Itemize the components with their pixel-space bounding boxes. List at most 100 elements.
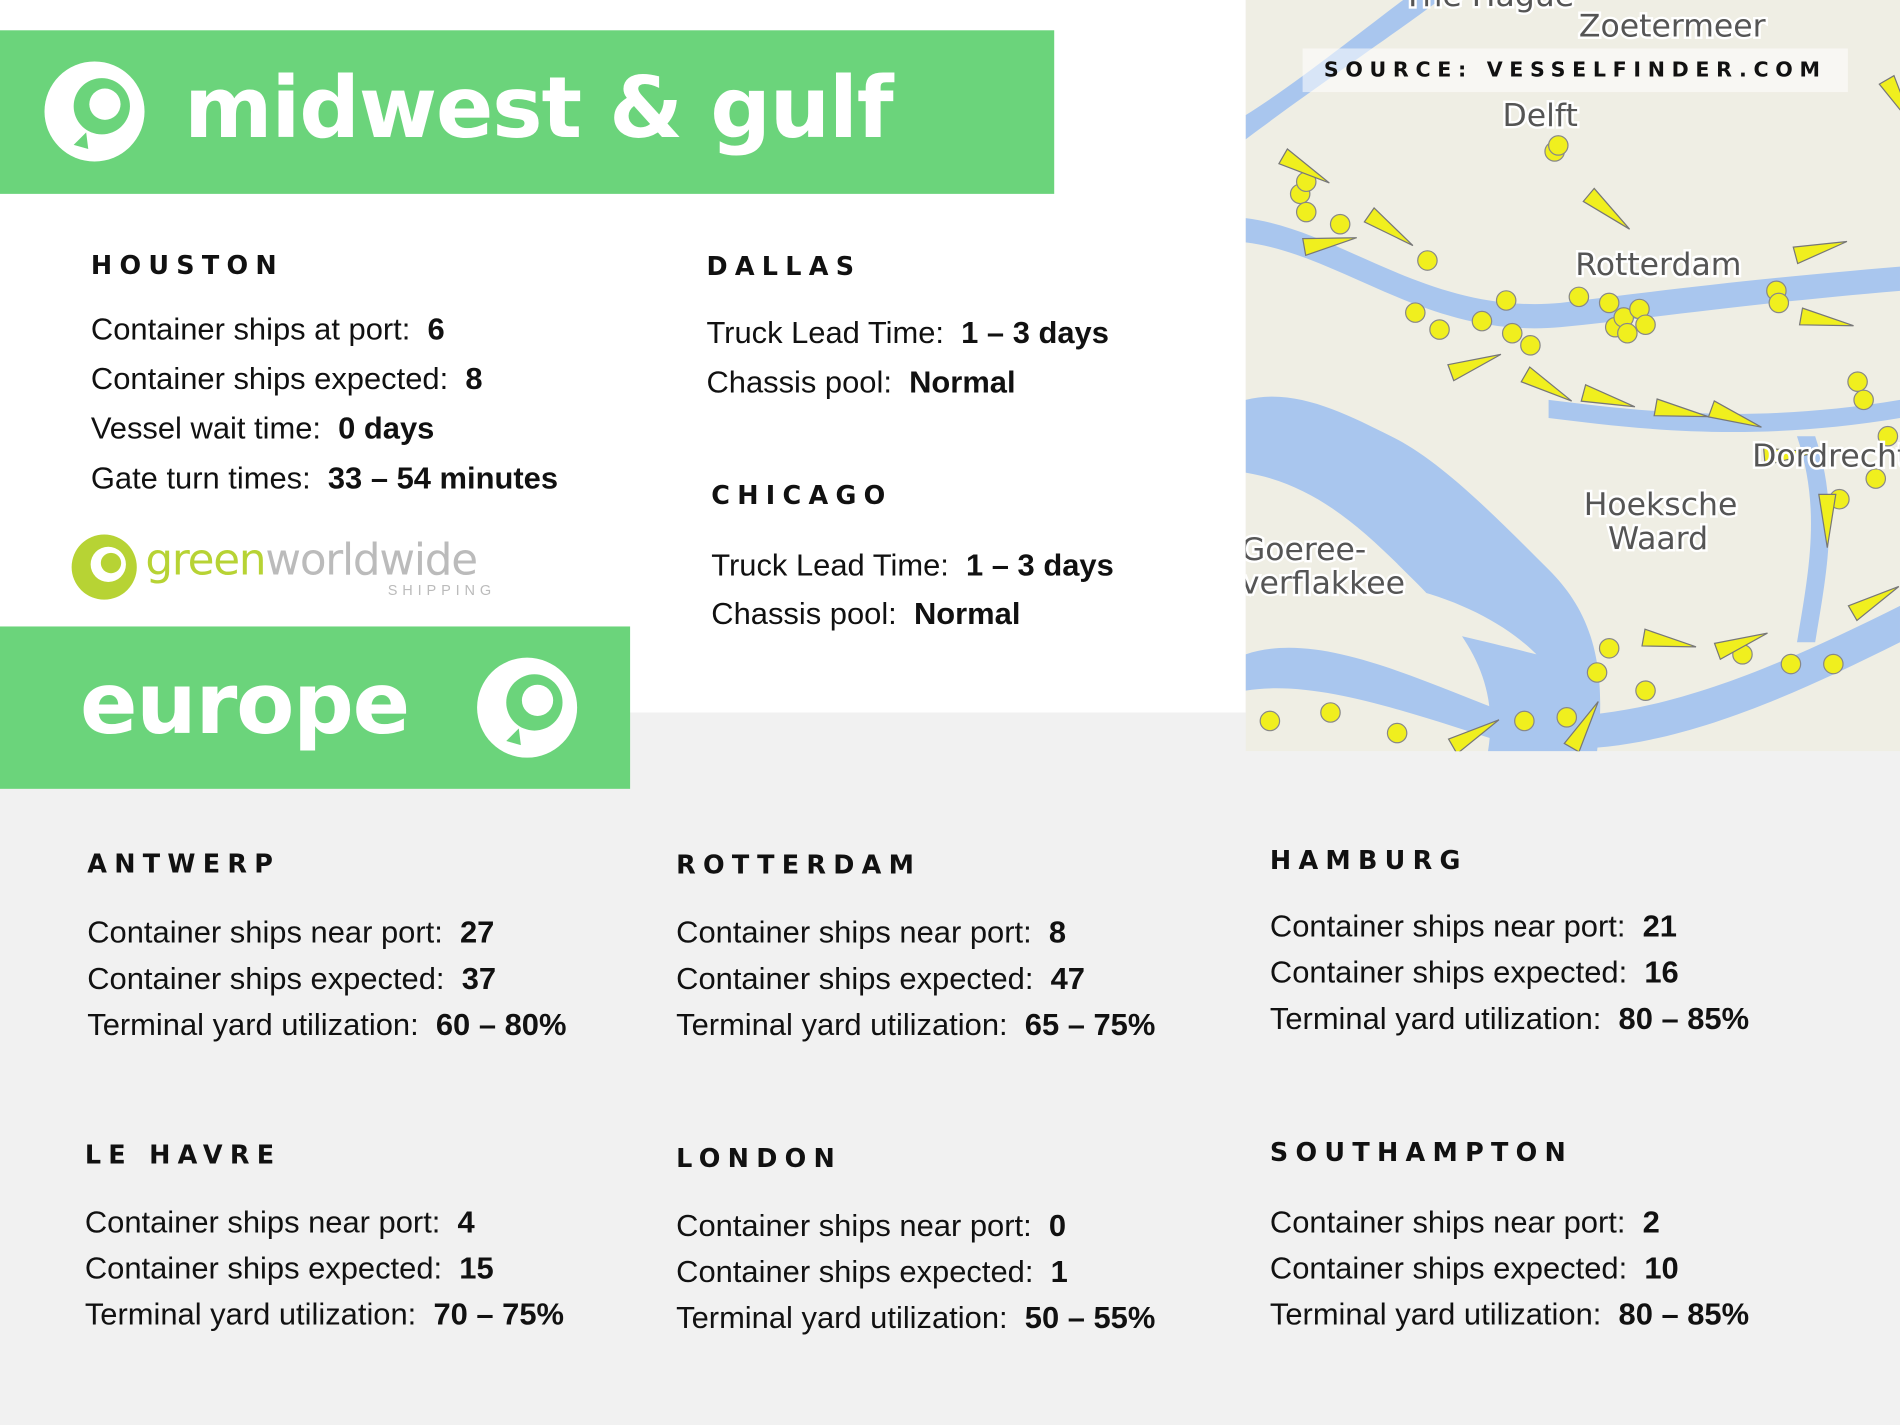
vessel-arrow	[1818, 493, 1837, 548]
port-name: LE HAVRE	[84, 1140, 282, 1170]
vessel-dot	[1259, 710, 1281, 732]
stat-row: Container ships at port: 6	[91, 313, 445, 348]
vessel-arrow	[1878, 74, 1900, 127]
map-place: Rotterdam	[1575, 247, 1741, 283]
stat-value: 60 – 80%	[435, 1008, 567, 1043]
vessel-dot	[1556, 707, 1578, 728]
vessel-arrow	[1363, 207, 1414, 247]
map-place: The Hague	[1402, 0, 1574, 14]
brand-tagline: SHIPPING	[387, 581, 497, 599]
vessel-arrow	[1447, 719, 1500, 752]
stat-label: Container ships expected:	[676, 962, 1034, 997]
stat-value: 0 days	[338, 411, 435, 446]
stat-value: 47	[1050, 962, 1085, 997]
stat-label: Container ships expected:	[84, 1251, 443, 1286]
stat-value: Normal	[913, 597, 1021, 632]
vessel-arrow	[1798, 307, 1854, 327]
vessel-dot	[1847, 371, 1868, 392]
stat-label: Container ships expected:	[87, 962, 445, 997]
stat-row: Container ships expected: 1	[676, 1255, 1068, 1290]
stat-value: 2	[1642, 1205, 1660, 1240]
map-place: Delft	[1503, 98, 1578, 134]
logo-icon	[477, 657, 578, 758]
stat-value: 1 – 3 days	[966, 548, 1114, 583]
vessel-arrow	[1582, 187, 1631, 230]
stat-label: Terminal yard utilization:	[1269, 1002, 1602, 1037]
port-name: ROTTERDAM	[676, 850, 922, 880]
vessel-dot	[1877, 425, 1899, 447]
stat-row: Container ships expected: 10	[1270, 1252, 1679, 1287]
brand-wordmark: greenworldwide	[145, 535, 478, 586]
stat-row: Terminal yard utilization: 60 – 80%	[87, 1008, 566, 1043]
stat-value: 6	[427, 312, 445, 347]
vessel-dot	[1586, 662, 1608, 683]
stat-row: Chassis pool: Normal	[711, 597, 1020, 632]
port-name: CHICAGO	[711, 481, 893, 511]
stat-label: Terminal yard utilization:	[87, 1008, 419, 1043]
vessel-arrow	[1447, 353, 1502, 382]
vessel-dot	[1386, 722, 1408, 744]
vessel-arrow	[1302, 237, 1357, 257]
stat-label: Vessel wait time:	[90, 411, 321, 446]
stat-label: Truck Lead Time:	[706, 316, 944, 351]
stat-row: Container ships near port: 0	[676, 1209, 1066, 1244]
stat-row: Container ships near port: 4	[85, 1206, 475, 1241]
stat-label: Container ships expected:	[676, 1255, 1034, 1290]
stat-label: Container ships expected:	[90, 362, 449, 397]
stat-label: Container ships near port:	[676, 1209, 1032, 1244]
stat-value: 1	[1050, 1255, 1068, 1290]
vessel-dot	[1405, 302, 1426, 323]
vessel-dot	[1635, 314, 1656, 336]
vessel-arrow	[1278, 148, 1330, 184]
stat-row: Gate turn times: 33 – 54 minutes	[91, 462, 558, 497]
stat-row: Container ships near port: 2	[1270, 1206, 1660, 1241]
stat-row: Terminal yard utilization: 50 – 55%	[676, 1301, 1155, 1336]
map-place: verflakkee	[1246, 566, 1405, 602]
stat-label: Container ships at port:	[90, 312, 411, 347]
stat-value: 27	[459, 916, 495, 950]
stat-row: Terminal yard utilization: 65 – 75%	[676, 1008, 1155, 1043]
stat-label: Truck Lead Time:	[711, 548, 949, 583]
vessel-dot	[1617, 322, 1638, 344]
stat-row: Truck Lead Time: 1 – 3 days	[706, 316, 1108, 351]
stat-value: 8	[465, 362, 483, 397]
vessel-dot	[1780, 653, 1802, 675]
stat-value: 15	[459, 1251, 494, 1286]
vessel-map: The Hague Zoetermeer Delft Rotterdam Hoeksch…	[1245, 0, 1900, 752]
map-place: Waard	[1608, 521, 1708, 557]
port-name: SOUTHAMPTON	[1269, 1137, 1574, 1167]
stat-label: Terminal yard utilization:	[84, 1297, 417, 1332]
stat-row: Container ships expected: 37	[87, 962, 496, 997]
stat-label: Terminal yard utilization:	[676, 1301, 1008, 1336]
stat-label: Container ships expected:	[1269, 1251, 1628, 1286]
map-place: Zoetermeer	[1579, 8, 1766, 44]
stat-label: Container ships near port:	[1269, 1205, 1626, 1240]
vessel-arrow	[1707, 400, 1762, 428]
vessel-dot	[1429, 319, 1450, 340]
stat-label: Chassis pool:	[711, 597, 897, 632]
stat-value: 21	[1642, 910, 1677, 944]
vessel-dot	[1320, 702, 1341, 723]
vessel-dot	[1329, 213, 1351, 235]
stat-value: 50 – 55%	[1024, 1301, 1156, 1336]
vessel-dot	[1865, 468, 1887, 489]
vessel-dot	[1823, 653, 1844, 675]
stat-row: Truck Lead Time: 1 – 3 days	[711, 549, 1113, 584]
stat-row: Container ships near port: 8	[676, 916, 1066, 951]
vessel-arrow	[1580, 383, 1636, 408]
brand-gray: worldwide	[265, 535, 478, 586]
section-title: europe	[79, 654, 410, 754]
stat-row: Container ships expected: 15	[85, 1252, 494, 1287]
brand-green: green	[145, 535, 266, 586]
vessel-arrow	[1847, 585, 1900, 622]
stat-value: 8	[1048, 916, 1067, 950]
stat-value: 0	[1048, 1209, 1067, 1244]
stat-value: 33 – 54 minutes	[327, 461, 559, 496]
port-name: DALLAS	[706, 252, 862, 282]
vessel-arrow	[1520, 366, 1573, 402]
stat-value: 80 – 85%	[1618, 1002, 1750, 1037]
stat-label: Gate turn times:	[90, 461, 311, 496]
vessel-dot	[1598, 637, 1620, 659]
map-place: Dordrecht	[1752, 439, 1900, 475]
